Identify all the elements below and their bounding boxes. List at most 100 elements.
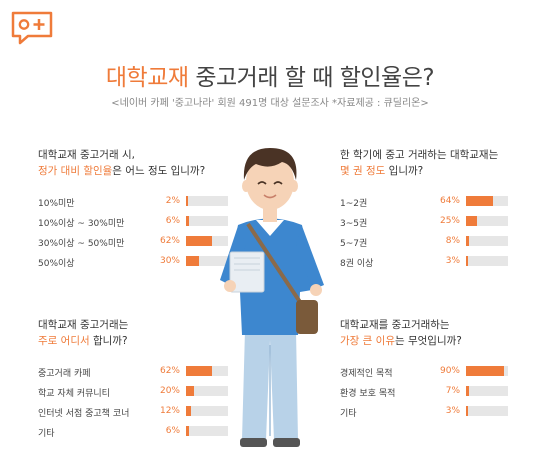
answer-label: 경제적인 목적 xyxy=(340,369,393,379)
answer-percent: 20% xyxy=(159,386,180,396)
answer-bar-track xyxy=(466,366,508,376)
answer-bar-fill xyxy=(186,426,189,436)
answer-bar-fill xyxy=(466,196,493,206)
answer-list: 경제적인 목적 90% 환경 보호 목적 7% 기타 3% xyxy=(340,363,520,423)
answer-row: 기타 3% xyxy=(340,403,520,423)
question-line1: 한 학기에 중고 거래하는 대학교재는 xyxy=(340,149,499,161)
answer-bar-fill xyxy=(466,256,468,266)
section-trade-place: 대학교재 중고거래는 주로 어디서 합니까? 중고거래 카페 62% 학교 자체 커… xyxy=(38,317,228,443)
answer-bar-track xyxy=(466,216,508,226)
chat-plus-icon xyxy=(11,11,53,45)
student-illustration xyxy=(220,148,324,447)
answer-label: 10%미만 xyxy=(38,199,75,209)
answer-label: 5~7권 xyxy=(340,239,368,249)
answer-row: 50%이상 30% xyxy=(38,253,228,273)
answer-row: 인터넷 서점 중고책 코너 12% xyxy=(38,403,228,423)
title-highlight: 대학교재 xyxy=(105,65,189,91)
answer-label: 8권 이상 xyxy=(340,259,374,269)
question-highlight: 가장 큰 이유 xyxy=(340,335,395,347)
answer-percent: 6% xyxy=(165,216,180,226)
question: 한 학기에 중고 거래하는 대학교재는 몇 권 정도 입니까? xyxy=(340,147,520,179)
answer-bar-track xyxy=(186,216,228,226)
answer-label: 30%이상 ~ 50%미만 xyxy=(38,239,125,249)
answer-percent: 8% xyxy=(445,236,460,246)
answer-row: 10%미만 2% xyxy=(38,193,228,213)
question-after: 은 어느 정도 입니까? xyxy=(112,165,206,177)
answer-row: 1~2권 64% xyxy=(340,193,520,213)
answer-bar-track xyxy=(186,386,228,396)
answer-bar-track xyxy=(186,196,228,206)
answer-bar-track xyxy=(186,256,228,266)
answer-bar-track xyxy=(466,256,508,266)
answer-percent: 64% xyxy=(439,196,460,206)
answer-percent: 62% xyxy=(159,236,180,246)
answer-list: 중고거래 카페 62% 학교 자체 커뮤니티 20% 인터넷 서점 중고책 코너 12% 기… xyxy=(38,363,228,443)
answer-bar-fill xyxy=(186,386,195,396)
answer-label: 환경 보호 목적 xyxy=(340,389,396,399)
answer-row: 8권 이상 3% xyxy=(340,253,520,273)
answer-bar-fill xyxy=(186,256,199,266)
answer-bar-track xyxy=(466,406,508,416)
question: 대학교재 중고거래는 주로 어디서 합니까? xyxy=(38,317,218,349)
answer-bar-fill xyxy=(466,216,477,226)
answer-row: 중고거래 카페 62% xyxy=(38,363,228,383)
question-highlight: 주로 어디서 xyxy=(38,335,90,347)
answer-row: 경제적인 목적 90% xyxy=(340,363,520,383)
answer-list: 10%미만 2% 10%이상 ~ 30%미만 6% 30%이상 ~ 50%미만 62% 50… xyxy=(38,193,228,273)
answer-label: 50%이상 xyxy=(38,259,75,269)
question: 대학교재를 중고거래하는 가장 큰 이유는 무엇입니까? xyxy=(340,317,520,349)
answer-bar-fill xyxy=(466,386,469,396)
answer-percent: 3% xyxy=(445,406,460,416)
question-line1: 대학교재 중고거래는 xyxy=(38,319,129,331)
question-highlight: 정가 대비 할인율 xyxy=(38,165,113,177)
answer-percent: 30% xyxy=(159,256,180,266)
answer-bar-track xyxy=(186,366,228,376)
question-line1: 대학교재를 중고거래하는 xyxy=(340,319,450,331)
answer-percent: 2% xyxy=(165,196,180,206)
answer-bar-fill xyxy=(466,366,504,376)
answer-bar-fill xyxy=(186,406,192,416)
subtitle: <네이버 카페 '중고나라' 회원 491명 대상 설문조사 *자료제공 : 큐… xyxy=(111,98,429,109)
answer-label: 3~5권 xyxy=(340,219,368,229)
answer-percent: 90% xyxy=(439,366,460,376)
answer-row: 기타 6% xyxy=(38,423,228,443)
answer-bar-track xyxy=(186,406,228,416)
answer-bar-track xyxy=(186,426,228,436)
title-rest: 중고거래 할 때 할인율은? xyxy=(188,65,435,91)
answer-row: 환경 보호 목적 7% xyxy=(340,383,520,403)
question: 대학교재 중고거래 시, 정가 대비 할인율은 어느 정도 입니까? xyxy=(38,147,218,179)
answer-row: 학교 자체 커뮤니티 20% xyxy=(38,383,228,403)
answer-bar-track xyxy=(186,236,228,246)
answer-label: 기타 xyxy=(38,429,55,439)
question-after: 합니까? xyxy=(89,335,128,347)
section-discount-rate: 대학교재 중고거래 시, 정가 대비 할인율은 어느 정도 입니까? 10%미만… xyxy=(38,147,228,273)
answer-label: 인터넷 서점 중고책 코너 xyxy=(38,409,130,419)
answer-percent: 3% xyxy=(445,256,460,266)
answer-label: 10%이상 ~ 30%미만 xyxy=(38,219,125,229)
answer-label: 1~2권 xyxy=(340,199,368,209)
answer-bar-fill xyxy=(186,366,213,376)
question-after: 는 무엇입니까? xyxy=(394,335,462,347)
answer-bar-fill xyxy=(186,236,213,246)
question-line1: 대학교재 중고거래 시, xyxy=(38,149,135,161)
answer-percent: 12% xyxy=(159,406,180,416)
answer-percent: 6% xyxy=(165,426,180,436)
page-title: 대학교재 중고거래 할 때 할인율은? xyxy=(0,58,540,92)
section-books-per-semester: 한 학기에 중고 거래하는 대학교재는 몇 권 정도 입니까? 1~2권 64% 3… xyxy=(340,147,520,273)
answer-bar-fill xyxy=(186,216,189,226)
answer-row: 5~7권 8% xyxy=(340,233,520,253)
question-after: 입니까? xyxy=(385,165,424,177)
section-main-reason: 대학교재를 중고거래하는 가장 큰 이유는 무엇입니까? 경제적인 목적 90% 환… xyxy=(340,317,520,423)
answer-bar-fill xyxy=(186,196,188,206)
answer-bar-track xyxy=(466,196,508,206)
answer-label: 기타 xyxy=(340,409,357,419)
answer-label: 학교 자체 커뮤니티 xyxy=(38,389,110,399)
answer-percent: 62% xyxy=(159,366,180,376)
answer-row: 3~5권 25% xyxy=(340,213,520,233)
answer-percent: 25% xyxy=(439,216,460,226)
answer-bar-track xyxy=(466,386,508,396)
answer-row: 10%이상 ~ 30%미만 6% xyxy=(38,213,228,233)
answer-percent: 7% xyxy=(445,386,460,396)
answer-bar-fill xyxy=(466,236,470,246)
answer-list: 1~2권 64% 3~5권 25% 5~7권 8% 8권 이상 3% xyxy=(340,193,520,273)
